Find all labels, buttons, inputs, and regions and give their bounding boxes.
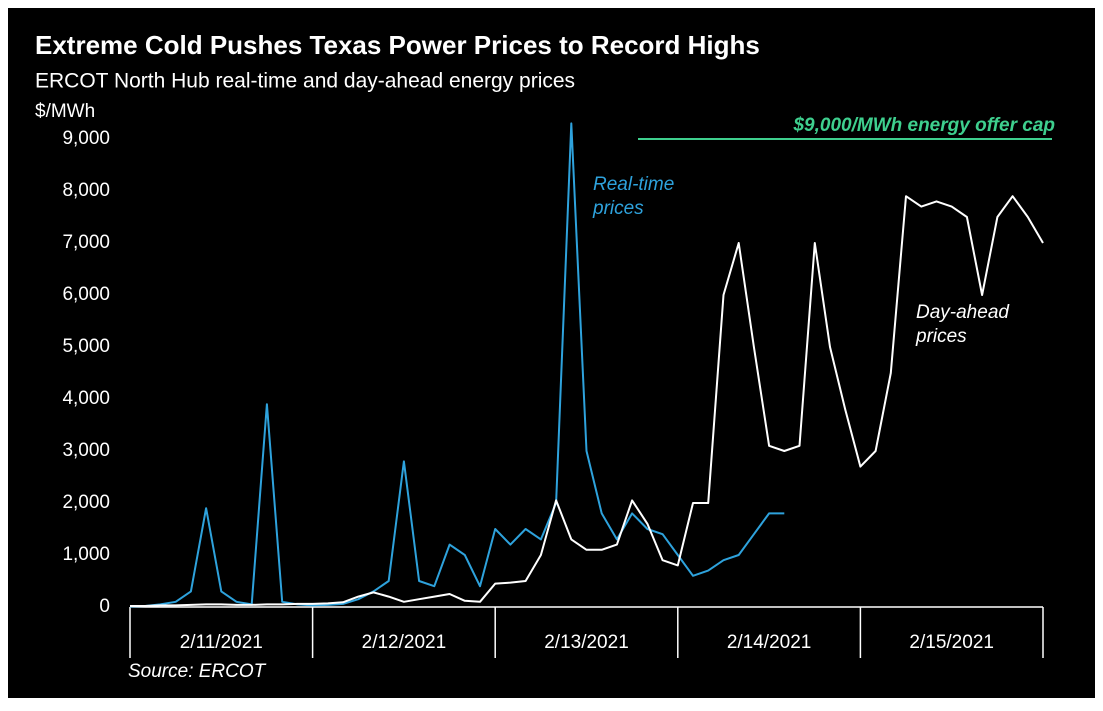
y-tick-label: 5,000 bbox=[62, 336, 110, 357]
y-tick-label: 2,000 bbox=[62, 492, 110, 513]
background bbox=[8, 8, 1095, 698]
series-line bbox=[129, 122, 785, 608]
series-label: Real-time bbox=[593, 174, 674, 195]
source: Source: ERCOT bbox=[128, 661, 267, 682]
series-label: Day-ahead bbox=[916, 302, 1010, 323]
y-tick-label: 6,000 bbox=[62, 284, 110, 305]
series-line bbox=[130, 195, 1044, 607]
y-tick-label: 0 bbox=[99, 596, 110, 617]
chart-title: Extreme Cold Pushes Texas Power Prices t… bbox=[35, 30, 760, 60]
chart-subtitle: ERCOT North Hub real-time and day-ahead … bbox=[35, 70, 575, 93]
y-tick-label: 7,000 bbox=[62, 232, 110, 253]
series-label: prices bbox=[915, 326, 967, 347]
series-label: prices bbox=[592, 198, 644, 219]
x-tick-label: 2/13/2021 bbox=[544, 632, 629, 653]
x-tick-label: 2/12/2021 bbox=[362, 632, 447, 653]
y-tick-label: 1,000 bbox=[62, 544, 110, 565]
y-tick-label: 3,000 bbox=[62, 440, 110, 461]
y-tick-label: 9,000 bbox=[62, 128, 110, 149]
x-tick-label: 2/11/2021 bbox=[180, 632, 263, 653]
x-tick-label: 2/15/2021 bbox=[909, 632, 994, 653]
y-axis-label: $/MWh bbox=[35, 101, 95, 122]
y-tick-label: 4,000 bbox=[62, 388, 110, 409]
y-tick-label: 8,000 bbox=[62, 180, 110, 201]
cap-label: $9,000/MWh energy offer cap bbox=[792, 115, 1055, 136]
x-tick-label: 2/14/2021 bbox=[727, 632, 812, 653]
